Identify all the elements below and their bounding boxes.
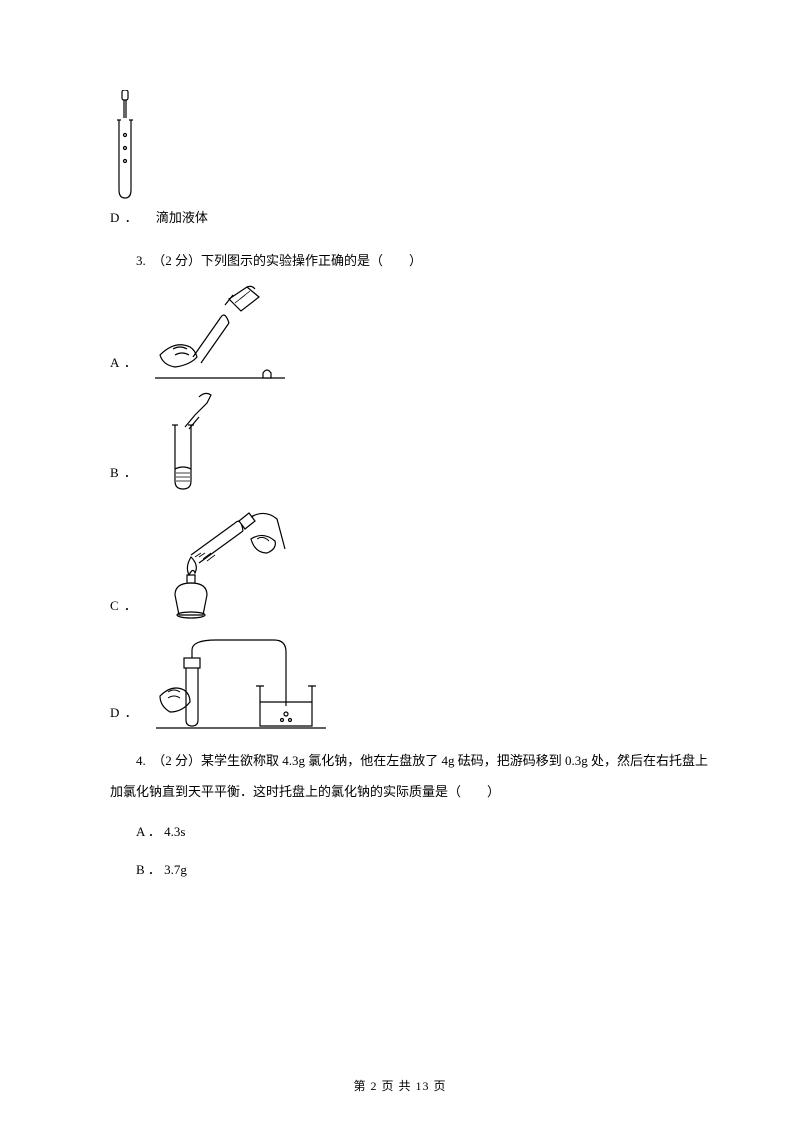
q3-option-d-label: D ． xyxy=(110,699,139,728)
q4-option-a-label: A ． xyxy=(136,824,161,839)
q3-option-c-label: C ． xyxy=(110,592,138,621)
q4-option-b-label: B ． xyxy=(136,862,161,877)
option-d-prev-text: 滴加液体 xyxy=(156,210,208,225)
diagram-q3-a xyxy=(155,285,285,381)
option-d-prev-label: D ． xyxy=(110,204,139,233)
q3-option-a-label: A ． xyxy=(110,349,138,378)
q3-text: 3. （2 分）下列图示的实验操作正确的是（ ） xyxy=(110,247,710,276)
diagram-q3-b xyxy=(155,391,225,491)
q4-text: 4. （2 分）某学生欲称取 4.3g 氯化钠，他在左盘放了 4g 砝码，把游码… xyxy=(110,745,710,807)
q3-prefix: 3. （2 分） xyxy=(136,253,201,268)
q4-option-a-text: 4.3s xyxy=(164,824,185,839)
diagram-q3-d xyxy=(156,636,326,731)
diagram-dropper xyxy=(110,90,140,202)
diagram-q3-c xyxy=(155,509,295,624)
page-footer: 第 2 页 共 13 页 xyxy=(0,1077,800,1094)
q3-option-b-label: B ． xyxy=(110,459,138,488)
q4-option-b: B ． 3.7g xyxy=(110,856,710,885)
q4-option-a: A ． 4.3s xyxy=(110,818,710,847)
q4-option-b-text: 3.7g xyxy=(164,862,187,877)
q3-body: 下列图示的实验操作正确的是（ ） xyxy=(201,253,422,268)
q4-prefix: 4. （2 分） xyxy=(136,753,201,768)
